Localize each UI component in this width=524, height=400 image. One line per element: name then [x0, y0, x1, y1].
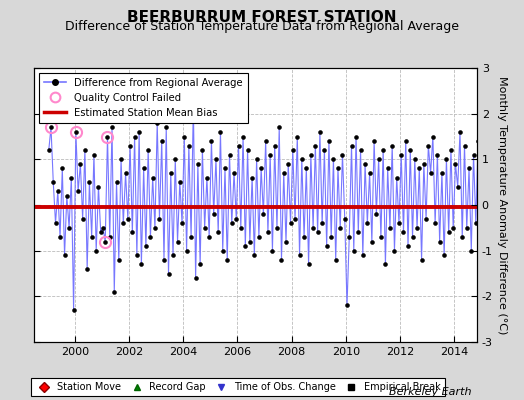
Text: BEERBURRUM FOREST STATION: BEERBURRUM FOREST STATION	[127, 10, 397, 25]
Text: Berkeley Earth: Berkeley Earth	[389, 387, 472, 397]
Y-axis label: Monthly Temperature Anomaly Difference (°C): Monthly Temperature Anomaly Difference (…	[497, 76, 507, 334]
Legend: Station Move, Record Gap, Time of Obs. Change, Empirical Break: Station Move, Record Gap, Time of Obs. C…	[31, 378, 445, 396]
Text: Difference of Station Temperature Data from Regional Average: Difference of Station Temperature Data f…	[65, 20, 459, 33]
